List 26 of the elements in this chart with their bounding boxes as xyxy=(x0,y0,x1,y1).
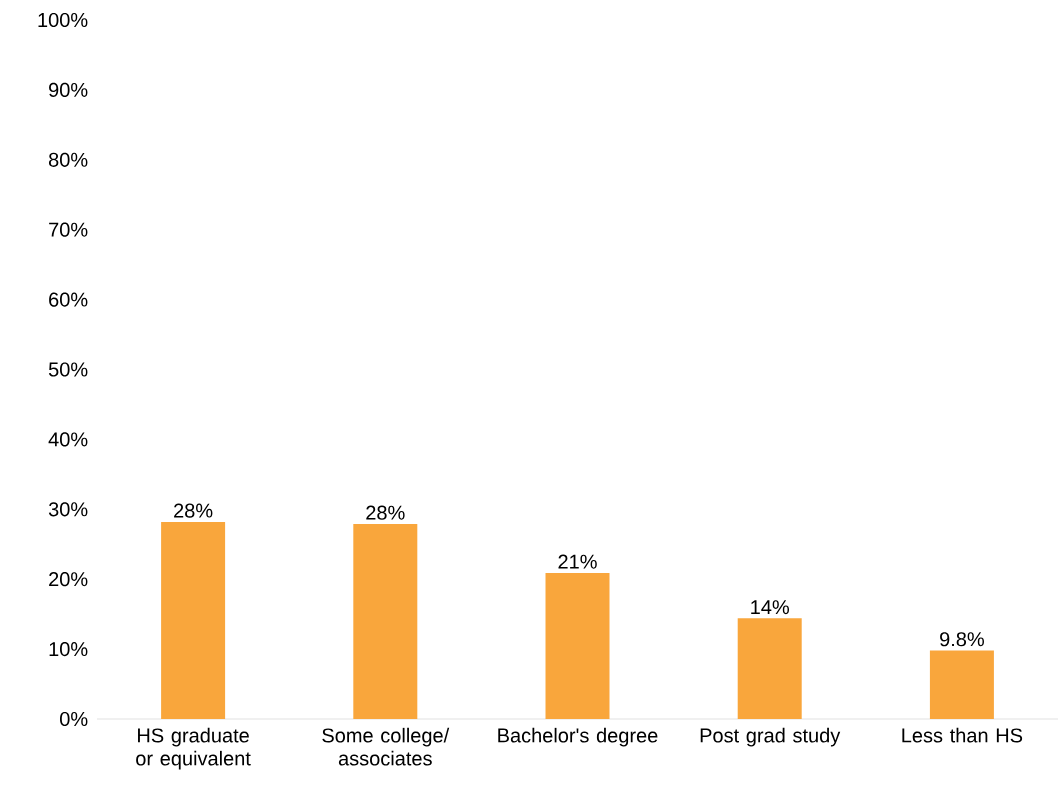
y-tick-label: 0% xyxy=(60,711,88,727)
y-tick-label: 20% xyxy=(49,572,88,587)
x-tick-label: HS graduate or equivalent xyxy=(136,727,251,770)
y-tick-label: 100% xyxy=(38,12,88,28)
data-label: 9.8% xyxy=(940,632,984,647)
y-tick-label: 60% xyxy=(49,292,88,307)
x-tick-label: Some college/ associates xyxy=(322,727,450,766)
y-tick-label: 90% xyxy=(49,82,88,97)
data-label: 21% xyxy=(558,554,597,569)
data-label: 14% xyxy=(751,600,790,615)
x-tick-label: Bachelor's degree xyxy=(498,727,658,747)
data-label: 28% xyxy=(366,505,405,520)
bar xyxy=(545,572,610,719)
bar xyxy=(929,650,994,719)
x-tick-label: Less than HS xyxy=(902,727,1023,743)
bar xyxy=(353,523,418,719)
y-tick-label: 40% xyxy=(48,432,88,447)
data-label: 28% xyxy=(174,503,213,518)
y-tick-label: 80% xyxy=(48,152,88,167)
bar xyxy=(737,618,802,719)
x-tick-label: Post grad study xyxy=(700,727,841,747)
y-tick-label: 50% xyxy=(48,362,88,377)
y-tick-label: 70% xyxy=(49,222,88,237)
bar xyxy=(161,521,226,719)
y-tick-label: 30% xyxy=(48,502,88,517)
y-tick-label: 10% xyxy=(49,642,88,657)
